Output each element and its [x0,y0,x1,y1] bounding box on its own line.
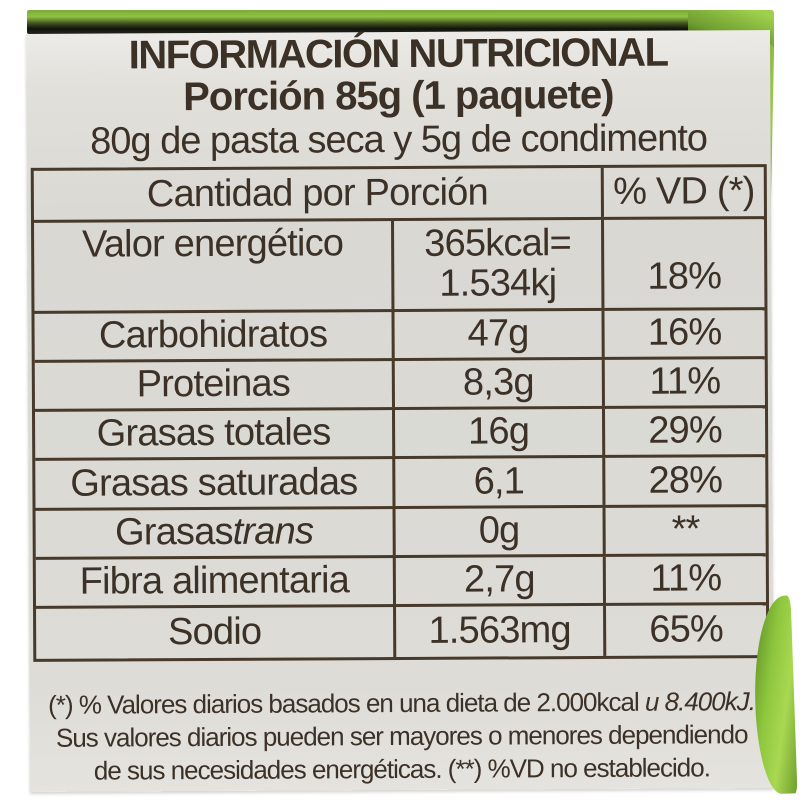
nutrient-dv: 29% [601,408,766,455]
nutrient-dv: 65% [603,605,767,656]
nutrition-title: INFORMACIÓN NUTRICIONAL [128,30,668,78]
nutrient-dv: 28% [602,457,766,505]
trans-fat-label-italic: trans [232,510,314,553]
footnote-line-1: (*) % Valores diarios basados en una die… [29,685,773,722]
nutrient-row-saturated-fat: Grasas saturadas 6,1 28% [35,454,766,508]
footnote: (*) % Valores diarios basados en una die… [29,685,774,788]
nutrient-name: Grasas saturadas [70,460,358,505]
nutrient-name: Grasas totales [96,411,331,455]
nutrient-name: Valor energético [81,222,344,266]
nutrition-table: Cantidad por Porción % VD (*) Valor ener… [30,164,770,662]
nutrient-name: Grasas trans [36,509,393,557]
header-amount-per-serving: Cantidad por Porción [146,171,488,215]
header-daily-value: % VD (*) [600,167,764,217]
nutrition-label: INFORMACIÓN NUTRICIONAL Porción 85g (1 p… [26,30,774,792]
nutrient-value: 47g [391,310,602,359]
nutrient-name: Sodio [167,610,262,654]
nutrient-value: 1.563mg [393,605,604,658]
nutrient-row-trans-fat: Grasas trans 0g ** [35,504,766,557]
footnote-line-1-regular: (*) % Valores diarios basados en una die… [48,686,646,720]
nutrient-row-total-fat: Grasas totales 16g 29% [34,405,766,458]
energy-kj: 1.534kj [439,262,557,305]
nutrient-row-sodium: Sodio 1.563mg 65% [36,602,767,659]
energy-value-stack: 365kcal= 1.534kj [424,222,572,305]
nutrient-value: 365kcal= 1.534kj [391,219,602,310]
nutrient-row-energy: Valor energético 365kcal= 1.534kj 18% [33,216,765,311]
nutrient-value: 16g [391,408,603,457]
composition-note: 80g de pasta seca y 5g de condimento [90,117,708,163]
package-edge-top [27,10,773,34]
serving-size: Porción 85g (1 paquete) [183,72,614,120]
energy-kcal: 365kcal= [424,222,572,265]
footnote-line-1-italic: u 8.400kJ. [644,686,755,717]
nutrient-value: 8,3g [391,359,602,408]
nutrient-dv: 16% [601,310,765,357]
nutrient-row-protein: Proteinas 8,3g 11% [34,356,765,409]
footnote-line-3: de sus necesidades energéticas. (**) %VD… [93,752,710,786]
nutrient-dv: ** [602,507,766,554]
footnote-line-2: Sus valores diarios pueden ser mayores o… [55,719,748,753]
trans-fat-label: Grasas [114,510,233,554]
nutrient-dv: 11% [601,359,765,406]
nutrient-value: 0g [392,507,603,556]
nutrient-dv: 18% [601,219,765,308]
nutrient-dv: 11% [602,556,767,603]
nutrient-row-fiber: Fibra alimentaria 2,7g 11% [35,553,767,606]
nutrient-name: Proteinas [136,362,291,406]
nutrient-name: Carbohidratos [98,313,328,357]
nutrient-row-carbs: Carbohidratos 47g 16% [34,307,765,360]
table-header-row: Cantidad por Porción % VD (*) [34,167,764,220]
nutrient-value: 6,1 [392,457,603,507]
nutrient-value: 2,7g [392,556,604,605]
nutrient-name: Fibra alimentaria [79,559,350,603]
